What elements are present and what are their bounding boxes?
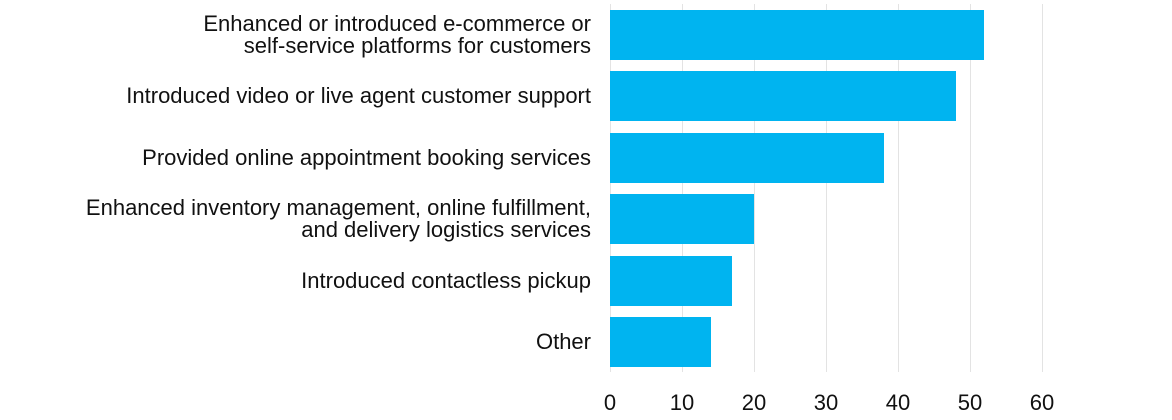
gridline	[1042, 4, 1043, 372]
gridline	[682, 4, 683, 372]
category-label-line: Enhanced or introduced e-commerce or	[203, 11, 591, 36]
category-label-line: Introduced video or live agent customer …	[126, 83, 591, 108]
category-label-line: Provided online appointment booking serv…	[142, 145, 591, 170]
bar	[610, 256, 733, 306]
x-tick-label: 0	[603, 390, 617, 415]
category-label-line: Other	[535, 329, 591, 354]
x-tick-label: 50	[957, 390, 983, 415]
x-tick-label: 60	[1029, 390, 1055, 415]
category-label: Introduced contactless pickup	[301, 270, 591, 292]
bar	[610, 317, 711, 367]
category-label-line: self-service platforms for customers	[243, 33, 591, 58]
category-label: Other	[536, 331, 591, 353]
x-tick-label: 20	[741, 390, 767, 415]
x-tick-label: 40	[885, 390, 911, 415]
x-tick-label: 30	[813, 390, 839, 415]
bar	[610, 194, 754, 244]
category-label: Provided online appointment booking serv…	[142, 147, 591, 169]
category-label-line: and delivery logistics services	[301, 217, 591, 242]
gridline	[754, 4, 755, 372]
category-label-line: Introduced contactless pickup	[301, 268, 591, 293]
category-label: Introduced video or live agent customer …	[126, 85, 591, 107]
bar	[610, 133, 884, 183]
bar	[610, 10, 985, 60]
category-label: Enhanced or introduced e-commerce or self…	[203, 13, 591, 57]
bar	[610, 71, 956, 121]
gridline	[970, 4, 971, 372]
gridline	[826, 4, 827, 372]
gridline	[898, 4, 899, 372]
gridline	[610, 4, 611, 372]
category-label-line: Enhanced inventory management, online fu…	[85, 195, 591, 220]
x-tick-label: 10	[669, 390, 695, 415]
category-label: Enhanced inventory management, online fu…	[86, 197, 591, 241]
plot-area	[610, 4, 1050, 372]
